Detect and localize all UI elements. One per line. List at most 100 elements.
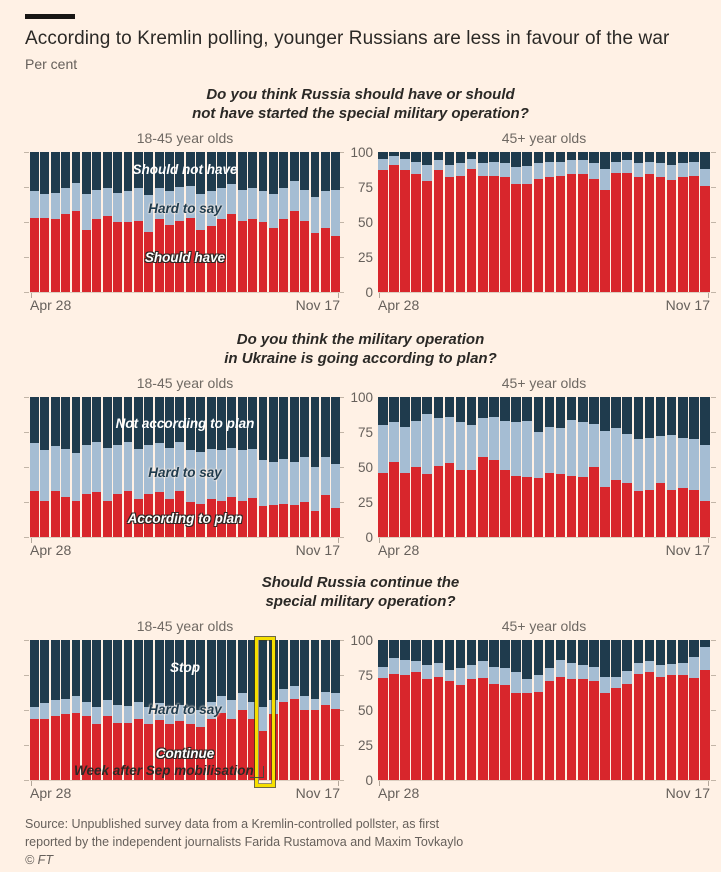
bar — [258, 152, 268, 293]
bar — [689, 397, 699, 538]
x-tick-mark — [708, 781, 709, 787]
bar — [566, 397, 577, 538]
y-axis-tick-label: 50 — [357, 215, 373, 231]
bar — [600, 640, 610, 781]
stacked-bar-chart-18-45: Stop Hard to say Continue — [24, 637, 341, 788]
bar — [522, 397, 533, 538]
bar — [196, 397, 206, 538]
x-tick-mark — [708, 293, 709, 299]
bar — [633, 397, 644, 538]
x-axis-start-label: Apr 28 — [378, 297, 420, 314]
bar — [555, 640, 566, 781]
bar — [666, 397, 677, 538]
y-axis-tick-label: 0 — [365, 773, 373, 789]
x-axis-end-label: Nov 17 — [295, 297, 340, 314]
bar — [92, 397, 102, 538]
y-tick-mark — [24, 396, 29, 398]
bar — [455, 397, 466, 538]
stacked-bar-chart-18-45: Not according to plan Hard to say Accord… — [24, 396, 341, 544]
y-tick-mark — [24, 779, 29, 781]
chart-row: 18-45 year olds Stop Hard to say Continu… — [24, 618, 716, 802]
bar — [700, 152, 710, 293]
panel-title: 18-45 year olds — [136, 375, 234, 392]
y-tick-mark — [340, 151, 344, 153]
bar — [577, 397, 588, 538]
bar — [310, 640, 320, 781]
bar — [544, 397, 555, 538]
bar — [113, 397, 123, 538]
y-axis-labels: 100 75 50 25 0 — [340, 146, 378, 299]
bar — [444, 152, 455, 293]
y-tick-mark — [711, 396, 716, 398]
bar — [248, 152, 258, 293]
bar — [622, 640, 633, 781]
bar — [633, 152, 644, 293]
bar — [533, 152, 544, 293]
bar — [206, 152, 216, 293]
x-axis-start-label: Apr 28 — [30, 542, 72, 559]
y-axis-tick-label: 75 — [357, 425, 373, 441]
bar — [389, 152, 399, 293]
bar — [175, 397, 185, 538]
bar — [389, 397, 399, 538]
bar — [102, 397, 112, 538]
bar — [544, 640, 555, 781]
bar — [577, 152, 588, 293]
x-axis-end-label: Nov 17 — [665, 297, 710, 314]
y-axis-labels: 100 75 50 25 0 — [340, 391, 378, 544]
question-title: Do you think Russia should have or shoul… — [192, 86, 529, 123]
bar — [666, 152, 677, 293]
bar — [600, 397, 610, 538]
bar — [477, 152, 488, 293]
x-axis: Apr 28 Nov 17 — [30, 297, 340, 313]
bar — [144, 397, 154, 538]
bar — [500, 397, 510, 538]
y-tick-mark — [340, 431, 344, 433]
bar — [71, 397, 81, 538]
bar — [466, 397, 477, 538]
x-axis-start-label: Apr 28 — [378, 785, 420, 802]
bar — [185, 640, 195, 781]
stacked-bar-chart-45-plus — [378, 396, 716, 544]
y-tick-mark — [711, 639, 716, 641]
bar — [40, 640, 50, 781]
bar — [600, 152, 610, 293]
bar — [289, 397, 299, 538]
bar — [165, 397, 174, 538]
bar — [422, 397, 433, 538]
bar — [30, 397, 39, 538]
y-tick-mark — [711, 221, 716, 223]
bar — [113, 640, 123, 781]
bar — [566, 640, 577, 781]
bar — [389, 640, 399, 781]
source-line-1: Source: Unpublished survey data from a K… — [25, 817, 440, 832]
source-note: Source: Unpublished survey data from a K… — [25, 816, 696, 869]
x-axis: Apr 28 Nov 17 — [378, 297, 710, 313]
bar — [237, 152, 247, 293]
x-tick-mark — [31, 293, 32, 299]
bar — [689, 152, 699, 293]
bar — [300, 152, 310, 293]
bar — [611, 397, 621, 538]
bar — [489, 397, 499, 538]
y-axis-tick-label: 100 — [350, 390, 373, 406]
bar — [133, 152, 143, 293]
bar — [50, 397, 60, 538]
bar — [622, 152, 633, 293]
bar — [175, 152, 185, 293]
y-tick-mark — [24, 291, 29, 293]
panel-title: 18-45 year olds — [136, 130, 234, 147]
bar — [489, 152, 499, 293]
x-axis: Apr 28 Nov 17 — [378, 542, 710, 558]
y-axis-tick-label: 25 — [357, 495, 373, 511]
bar — [511, 640, 521, 781]
x-tick-mark — [31, 781, 32, 787]
bar — [378, 640, 388, 781]
bar — [30, 152, 39, 293]
x-axis-end-label: Nov 17 — [665, 785, 710, 802]
bar — [279, 152, 289, 293]
question-title: Should Russia continue the special milit… — [261, 574, 460, 611]
bar — [331, 397, 341, 538]
bar — [511, 152, 521, 293]
